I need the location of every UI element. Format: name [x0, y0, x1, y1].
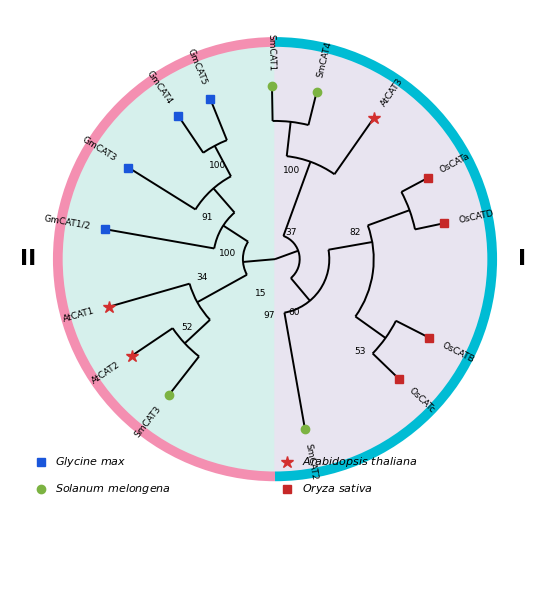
Wedge shape [58, 42, 275, 477]
Text: $\it{Oryza\ sativa}$: $\it{Oryza\ sativa}$ [302, 482, 373, 496]
Text: OsCATD: OsCATD [458, 209, 494, 224]
Text: $\it{Glycine\ max}$: $\it{Glycine\ max}$ [56, 455, 126, 469]
Text: 60: 60 [289, 309, 300, 317]
Text: 34: 34 [197, 273, 208, 282]
Text: $\it{Solanum\ melongena}$: $\it{Solanum\ melongena}$ [56, 482, 171, 496]
Text: SmCAT1: SmCAT1 [267, 34, 276, 72]
Text: OsCATa: OsCATa [438, 152, 471, 175]
Text: 37: 37 [285, 228, 297, 237]
Text: GmCAT1/2: GmCAT1/2 [43, 214, 91, 231]
Text: 100: 100 [209, 161, 226, 170]
Text: AtCAT2: AtCAT2 [90, 360, 122, 386]
Text: 15: 15 [255, 289, 267, 298]
Text: OsCATc: OsCATc [407, 386, 436, 415]
Text: SmCAT4: SmCAT4 [316, 40, 334, 78]
Text: SmCAT2: SmCAT2 [303, 443, 318, 481]
Text: SmCAT3: SmCAT3 [133, 404, 163, 439]
Text: 97: 97 [263, 312, 275, 320]
Text: $\it{Arabidopsis\ thaliana}$: $\it{Arabidopsis\ thaliana}$ [302, 455, 417, 469]
Text: 100: 100 [283, 166, 300, 175]
Text: 100: 100 [219, 249, 236, 259]
Text: GmCAT5: GmCAT5 [186, 48, 209, 87]
Text: AtCAT1: AtCAT1 [62, 306, 96, 324]
Text: I: I [518, 249, 526, 269]
Text: 82: 82 [349, 228, 361, 237]
Text: AtCAT3: AtCAT3 [379, 77, 405, 108]
Text: 53: 53 [354, 346, 366, 356]
Text: GmCAT4: GmCAT4 [145, 70, 174, 106]
Text: OsCATB: OsCATB [440, 340, 475, 364]
Text: 52: 52 [181, 323, 192, 332]
Text: GmCAT3: GmCAT3 [81, 135, 118, 164]
Text: 91: 91 [202, 213, 213, 223]
Text: II: II [20, 249, 36, 269]
Wedge shape [275, 42, 492, 477]
